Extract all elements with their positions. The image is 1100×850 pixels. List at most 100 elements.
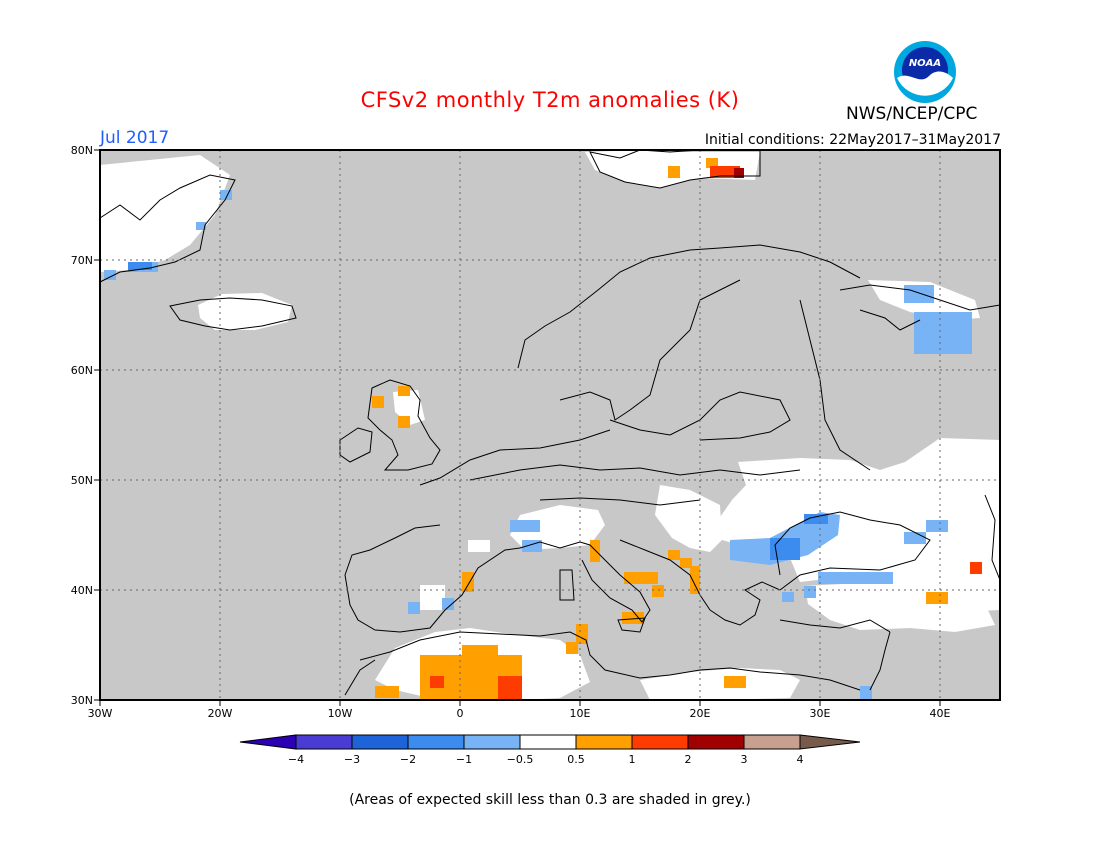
greenland-cool-4	[196, 222, 206, 230]
spain-cool-3	[408, 602, 420, 614]
forecast-month: Jul 2017	[100, 128, 170, 148]
legend-box-3	[407, 734, 465, 750]
balkan-warm-2	[680, 558, 692, 568]
russia-cool-1	[914, 312, 972, 354]
morocco-hot-1	[430, 676, 444, 688]
legend-arrow-high	[799, 734, 861, 750]
turkey-south-coast	[779, 619, 891, 633]
legend-box-1	[295, 734, 353, 750]
turkey-cool-1	[818, 572, 893, 584]
legend-label: 2	[685, 753, 692, 766]
syria-cool-1	[860, 686, 872, 700]
white-sea-coast	[859, 309, 921, 331]
legend-label: −1	[456, 753, 472, 766]
scotland-warm-1	[372, 396, 384, 408]
caucasus-cool-2	[904, 532, 926, 544]
turkey-cool-3	[804, 586, 816, 598]
norway-coast	[517, 244, 861, 369]
legend-box-9	[743, 734, 801, 750]
lat-tick-label: 80N	[71, 144, 93, 157]
iceland-coast	[169, 297, 297, 331]
legend-label: −2	[400, 753, 416, 766]
adriatic-coast	[619, 539, 711, 611]
legend-label: 0.5	[567, 753, 585, 766]
lat-tick-label: 60N	[71, 364, 93, 377]
greenland-cool-2	[104, 270, 116, 280]
legend-box-7	[631, 734, 689, 750]
agency-label: NWS/NCEP/CPC	[846, 104, 978, 124]
baltic-coast	[609, 391, 791, 441]
legend-box-8	[687, 734, 745, 750]
uk-coast	[367, 379, 441, 471]
legend-label: 4	[797, 753, 804, 766]
spain-white-patch	[468, 540, 490, 552]
caucasus-hot-1	[970, 562, 982, 574]
sicily-coast	[617, 617, 646, 633]
color-bar-labels: −4 −3 −2 −1 −0.5 0.5 1 2 3 4	[288, 753, 804, 766]
levant-coast	[869, 631, 891, 691]
england-warm-1	[398, 416, 410, 428]
coastlines	[99, 149, 1001, 696]
italy-warm-2	[624, 572, 658, 584]
warm-anomaly-areas	[372, 158, 948, 700]
lat-tick-label: 50N	[71, 474, 93, 487]
tunisia-warm-2	[566, 642, 578, 654]
greenland-coast	[99, 174, 236, 283]
morocco-coast	[344, 659, 376, 696]
italy-warm-4	[652, 585, 664, 597]
egypt-white-area	[640, 668, 800, 700]
iberia-coast	[344, 524, 521, 633]
lat-tick-label: 70N	[71, 254, 93, 267]
lon-tick-label: 0	[457, 707, 464, 720]
legend-label: 1	[629, 753, 636, 766]
black-sea-coast	[774, 511, 931, 591]
lon-axis: 30W 20W 10W 0 10E 20E 30E 40E	[88, 700, 951, 720]
greenland-cool-3	[220, 190, 232, 200]
scotland-warm-2	[398, 386, 410, 396]
turkey-warm-1	[926, 592, 948, 604]
lon-tick-label: 30W	[88, 707, 113, 720]
italy-coast	[579, 541, 651, 623]
kola-coast	[839, 284, 1001, 311]
central-europe-borders	[469, 464, 801, 481]
strong-cool-anomaly-areas	[128, 262, 828, 560]
iberia-white-patch	[420, 585, 445, 610]
graticule	[100, 150, 1000, 700]
legend-box-5	[519, 734, 577, 750]
italy-warm-3	[622, 612, 644, 624]
spain-cool-2	[442, 598, 454, 610]
legend-box-2	[351, 734, 409, 750]
svalbard-very-hot-1	[734, 168, 744, 178]
ireland-coast	[339, 427, 373, 463]
skill-footnote: (Areas of expected skill less than 0.3 a…	[349, 792, 751, 808]
legend-label: −4	[288, 753, 304, 766]
noaa-logo-text: NOAA	[909, 58, 941, 69]
turkey-east-white-area	[805, 582, 995, 632]
caucasus-cool-1	[926, 520, 948, 532]
lat-tick-label: 30N	[71, 694, 93, 707]
kola-cool-1	[904, 285, 934, 303]
balkan-warm-1	[668, 550, 680, 560]
north-africa-coast	[359, 631, 861, 691]
svalbard-warm-1	[668, 166, 680, 178]
map-title: CFSv2 monthly T2m anomalies (K)	[360, 88, 740, 112]
lat-axis: 80N 70N 60N 50N 40N 30N	[71, 144, 100, 707]
balkan-white-area	[655, 485, 722, 552]
sardinia-coast	[559, 569, 575, 601]
lon-tick-label: 20W	[208, 707, 233, 720]
color-bar	[239, 734, 861, 750]
italy-warm-1	[590, 540, 600, 562]
alps-borders	[539, 497, 701, 506]
noaa-logo: NOAA	[894, 41, 956, 103]
lon-tick-label: 30E	[810, 707, 831, 720]
legend-box-6	[575, 734, 633, 750]
greenland-white-area	[100, 155, 230, 272]
map-frame	[99, 149, 1001, 701]
algeria-hot-1	[498, 676, 522, 700]
france-med-coast	[519, 541, 581, 549]
legend-label: −0.5	[507, 753, 534, 766]
albania-warm-1	[690, 566, 700, 594]
legend-box-4	[463, 734, 521, 750]
east-europe-white-area	[718, 438, 1000, 612]
initial-conditions: Initial conditions: 22May2017–31May2017	[704, 132, 1001, 148]
